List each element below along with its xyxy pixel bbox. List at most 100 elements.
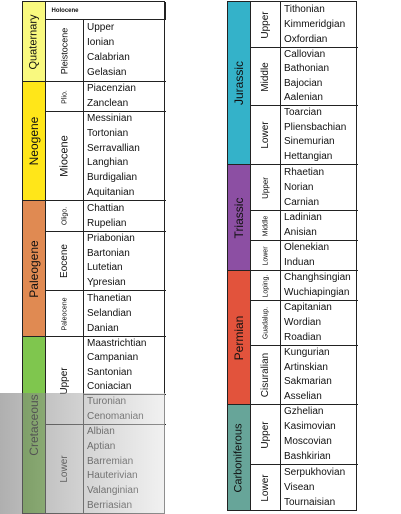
stage-group-upper-cretaceous: Maastrichtian Campanian Santonian Coniac… [84, 337, 166, 395]
stage-label: Burdigalian [87, 171, 138, 183]
stage-label: Zanclean [87, 97, 129, 109]
stage-label: Asselian [284, 390, 322, 402]
period-jurassic: Jurassic [228, 2, 251, 165]
stage-label: Induan [284, 256, 315, 268]
epoch-label: Paleocene [61, 296, 68, 331]
stage-label: Visean [284, 481, 315, 493]
epoch-pleistocene: Pleistocene [46, 20, 84, 82]
epoch-label: Pleistocene [59, 27, 69, 74]
stage-label: Toarcian [284, 107, 322, 119]
stage-label: Roadian [284, 331, 322, 343]
stage-label: Priabonian [87, 233, 135, 245]
stage-label: Tournaisian [284, 496, 336, 508]
stage-label: Carnian [284, 196, 320, 208]
epoch-pliocene: Plio. [46, 82, 84, 112]
stage-label: Serravallian [87, 142, 140, 154]
epoch-lower-carboniferous: Lower [251, 465, 281, 510]
epoch-lower-triassic: Lower [251, 241, 281, 271]
stage-label: Messinian [87, 113, 133, 125]
stage-label: Cenomanian [87, 410, 144, 422]
stage-label: Artinskian [284, 361, 328, 373]
period-label: Triassic [232, 197, 246, 238]
epoch-cisuralian: Cisuralian [251, 346, 281, 405]
stage-label: Selandian [87, 307, 132, 319]
stage-label: Kungurian [284, 347, 330, 359]
stage-label: Serpukhovian [284, 466, 346, 478]
stage-label: Upper [87, 21, 115, 33]
stage-label: Calabrian [87, 52, 130, 64]
stage-group-cisuralian: Kungurian Artinskian Sakmarian Asselian [281, 346, 358, 405]
stage-group-pleistocene: Upper Ionian Calabrian Gelasian [84, 20, 166, 82]
epoch-guadalupian: Guadalup. [251, 301, 281, 346]
stage-label: Moscovian [284, 435, 332, 447]
stage-label: Capitanian [284, 302, 332, 314]
stage-label: Lutetian [87, 262, 123, 274]
stage-label: Changhsingian [284, 272, 351, 284]
epoch-label: Middle [262, 215, 269, 236]
epoch-label: Upper [58, 367, 70, 395]
epoch-miocene: Miocene [46, 112, 84, 201]
stage-label: Piacenzian [87, 83, 136, 95]
stage-group-lower-carboniferous: Serpukhovian Visean Tournaisian [281, 465, 358, 510]
stage-label: Callovian [284, 49, 326, 61]
period-label: Jurassic [232, 60, 246, 106]
stage-label: Gzhelian [284, 406, 324, 418]
stage-label: Kasimovian [284, 421, 336, 433]
stage-label: Wuchiapingian [284, 286, 350, 298]
stage-group-paleocene: Thanetian Selandian Danian [84, 291, 166, 337]
stage-label: Kimmeridgian [284, 18, 346, 30]
stage-label: Bashkirian [284, 450, 331, 462]
period-neogene: Neogene [23, 82, 46, 201]
epoch-lower-cretaceous: Lower [46, 425, 84, 513]
stage-label: Langhian [87, 157, 129, 169]
stage-group-eocene: Priabonian Bartonian Lutetian Ypresian [84, 232, 166, 291]
epoch-middle-jurassic: Middle [251, 48, 281, 106]
left-timescale-table: Quaternary Neogene Paleogene Cretaceous … [22, 1, 166, 514]
stage-label: Oxfordian [284, 33, 328, 45]
stage-label: Coniacian [87, 380, 132, 392]
stage-label: Tortonian [87, 127, 129, 139]
epoch-label: Holocene [51, 7, 79, 14]
stage-label: Turonian [87, 396, 127, 408]
period-label: Neogene [27, 116, 41, 166]
stage-label: Maastrichtian [87, 338, 147, 350]
stage-group-lower-triassic: Olenekian Induan [281, 241, 358, 271]
epoch-upper-cretaceous: Upper [46, 337, 84, 425]
period-label: Paleogene [27, 239, 41, 298]
stage-group-lower-cretaceous: Albian Aptian Barremian Hauterivian Vala… [84, 425, 166, 513]
stage-group-turonian-cenomanian: Turonian Cenomanian [84, 395, 166, 425]
epoch-oligocene: Oligo. [46, 201, 84, 232]
period-label: Cretaceous [27, 394, 41, 456]
epoch-holocene: Holocene [46, 2, 166, 20]
epoch-paleocene: Paleocene [46, 291, 84, 337]
epoch-label: Cisuralian [259, 352, 271, 398]
stage-label: Chattian [87, 202, 125, 214]
epoch-label: Oligo. [61, 206, 68, 226]
stage-group-lopingian: Changhsingian Wuchiapingian [281, 271, 358, 301]
stage-group-guadalupian: Capitanian Wordian Roadian [281, 301, 358, 346]
epoch-label: Lower [58, 455, 70, 483]
stage-label: Hettangian [284, 150, 333, 162]
stage-label: Aalenian [284, 91, 323, 103]
stage-label: Santonian [87, 366, 133, 378]
stage-label: Wordian [284, 316, 322, 328]
stage-label: Ionian [87, 36, 115, 48]
period-cretaceous: Cretaceous [23, 337, 46, 513]
stage-label: Rhaetian [284, 166, 325, 178]
period-label: Carboniferous [232, 422, 245, 493]
period-carboniferous: Carboniferous [228, 405, 251, 510]
stage-label: Hauterivian [87, 470, 138, 482]
epoch-label: Upper [259, 10, 271, 39]
stage-label: Sinemurian [284, 136, 335, 148]
stage-label: Bathonian [284, 63, 330, 75]
epoch-upper-jurassic: Upper [251, 2, 281, 48]
epoch-label: Loping. [262, 274, 269, 297]
period-paleogene: Paleogene [23, 201, 46, 337]
period-quaternary: Quaternary [23, 2, 46, 82]
stage-label: Tithonian [284, 3, 325, 15]
epoch-label: Guadalup. [262, 306, 269, 340]
epoch-eocene: Eocene [46, 232, 84, 291]
stage-label: Sakmarian [284, 376, 332, 388]
stage-label: Barremian [87, 455, 134, 467]
epoch-label: Plio. [61, 89, 68, 104]
